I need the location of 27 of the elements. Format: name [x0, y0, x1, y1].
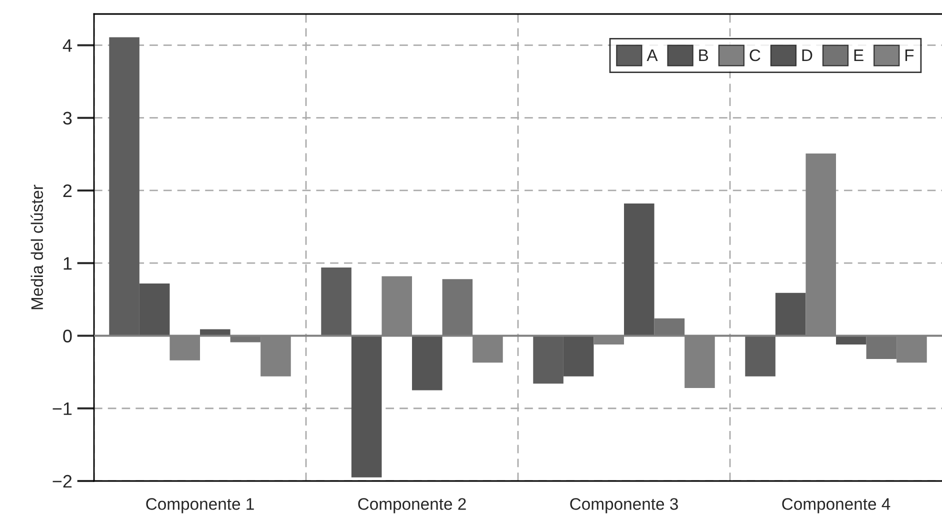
bar [745, 336, 776, 376]
y-tick-label: 3 [63, 112, 72, 125]
legend-label: D [802, 50, 812, 62]
y-tick-label: −2 [52, 474, 72, 488]
legend-label: A [646, 50, 658, 62]
y-tick-label: 4 [62, 39, 72, 52]
y-tick-label: 1 [64, 257, 72, 270]
bar [654, 318, 685, 336]
bar [412, 336, 442, 390]
bar [442, 279, 473, 336]
x-tick-label: Componente 2 [358, 498, 466, 514]
bar [866, 336, 897, 359]
y-tick-label: 0 [63, 330, 72, 342]
bar [624, 204, 654, 336]
bar [351, 336, 382, 478]
bar [321, 267, 352, 336]
x-tick-label: Componente 1 [146, 498, 254, 514]
legend-label: B [699, 50, 708, 62]
legend-label: F [905, 50, 914, 62]
bar [775, 292, 806, 336]
y-tick-label: 2 [63, 184, 72, 198]
y-tick-label: −1 [52, 402, 72, 415]
y-axis-title: Media del clúster [30, 184, 44, 310]
legend-label: C [750, 49, 760, 62]
legend-label: E [854, 50, 864, 62]
x-tick-label: Componente 3 [570, 498, 678, 514]
x-tick-label: Componente 4 [782, 498, 890, 514]
